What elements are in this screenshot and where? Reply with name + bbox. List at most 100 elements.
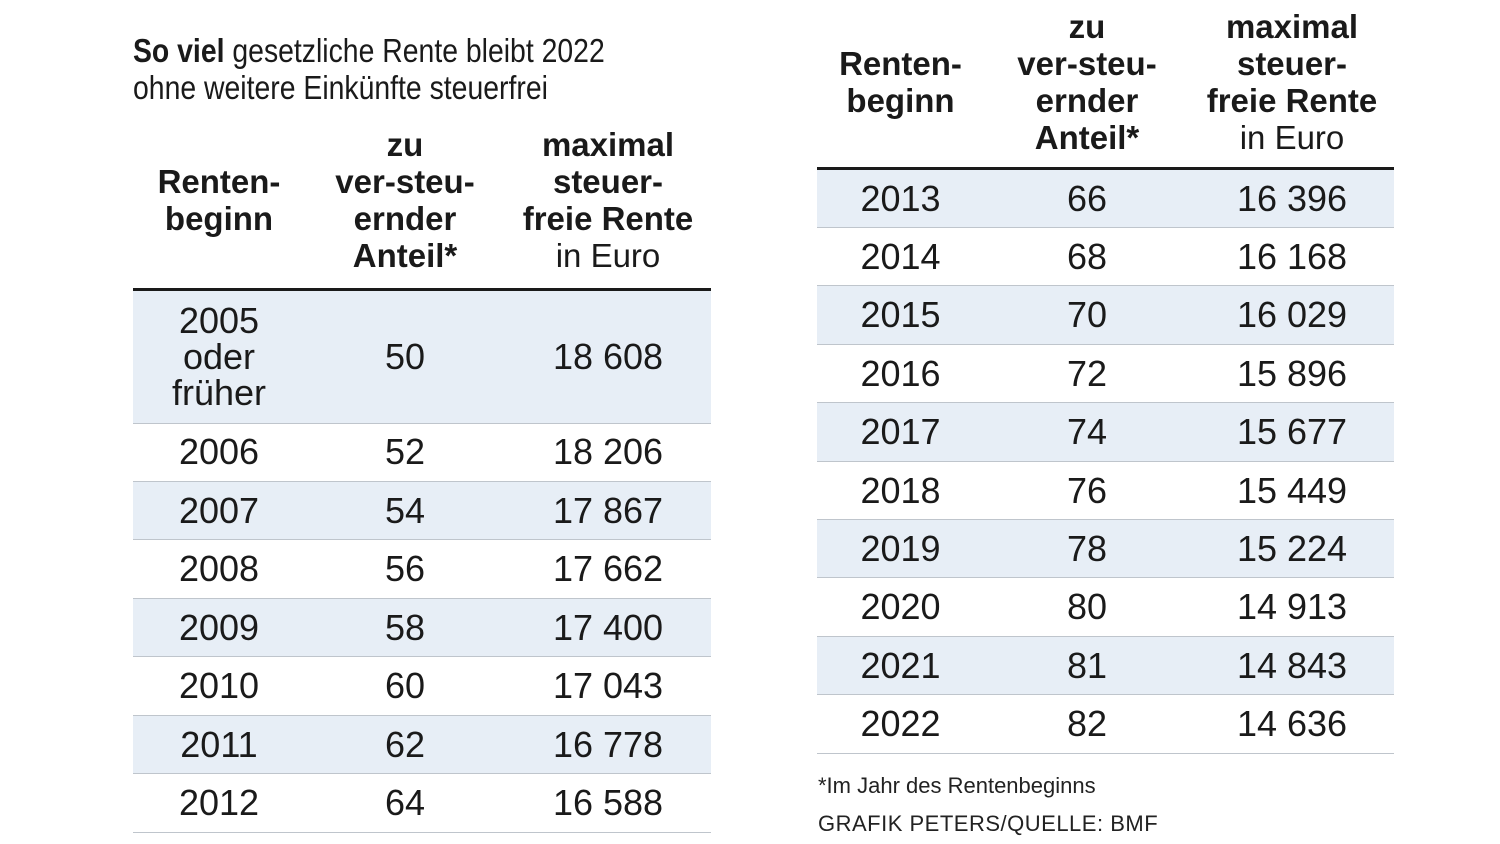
cell-share: 68 <box>1066 235 1108 277</box>
cell-share: 64 <box>384 782 426 823</box>
cell-share: 81 <box>1066 644 1108 686</box>
cell-share: 50 <box>384 336 426 377</box>
table-row: 2011 62 16 778 <box>133 716 711 774</box>
cell-year: 2011 <box>180 723 258 765</box>
header-line: ernder <box>1035 82 1139 119</box>
cell-year: 2020 <box>860 586 941 627</box>
cell-share: 66 <box>1066 177 1108 219</box>
chart-title: So viel gesetzliche Rente bleibt 2022 oh… <box>133 32 605 106</box>
cell-amount: 16 778 <box>552 723 664 765</box>
header-unit: in Euro <box>555 237 661 274</box>
cell-share: 78 <box>1066 527 1108 569</box>
header-rule <box>817 167 1394 171</box>
cell-year: 2019 <box>860 527 941 569</box>
table-row: 2016 72 15 896 <box>817 345 1394 403</box>
cell-amount: 15 677 <box>1236 411 1348 452</box>
header-line: beginn <box>164 200 274 237</box>
cell-amount: 15 449 <box>1236 469 1348 511</box>
cell-share: 74 <box>1066 411 1108 452</box>
cell-year: 2009 <box>178 606 260 648</box>
cell-share: 54 <box>384 489 426 531</box>
title-line2: ohne weitere Einkünfte steuerfrei <box>133 69 548 106</box>
cell-share: 52 <box>384 431 426 472</box>
cell-share: 58 <box>384 606 426 648</box>
cell-amount: 16 168 <box>1236 235 1348 277</box>
header-line: steuer- <box>1236 45 1348 82</box>
header-max-rente: maximal steuer-freie Rente in Euro <box>1190 8 1394 156</box>
table-row: 2022 82 14 636 <box>817 695 1394 754</box>
header-line: ver-steu- <box>335 163 475 200</box>
cell-amount: 17 043 <box>552 665 664 706</box>
table-row: 2021 81 14 843 <box>817 637 1394 695</box>
table-row: 2014 68 16 168 <box>817 228 1394 286</box>
cell-amount: 15 224 <box>1236 527 1348 569</box>
cell-amount: 16 396 <box>1236 177 1348 219</box>
table-row: 2010 60 17 043 <box>133 657 711 716</box>
table-row: 2015 70 16 029 <box>817 286 1394 345</box>
table-row: 2017 74 15 677 <box>817 403 1394 462</box>
cell-amount: 18 206 <box>552 431 664 472</box>
table-row: 2008 56 17 662 <box>133 540 711 599</box>
source-credit: GRAFIK PETERS/QUELLE: BMF <box>818 811 1159 836</box>
title-line1: gesetzliche Rente bleibt 2022 <box>232 32 605 69</box>
table-row: 2005 oder früher 50 18 608 <box>133 291 711 424</box>
header-line: ernder <box>353 200 457 237</box>
header-rule <box>133 288 711 292</box>
year-line: oder <box>182 336 256 377</box>
table-row: 2013 66 16 396 <box>817 170 1394 228</box>
cell-amount: 18 608 <box>552 336 664 377</box>
header-line: maximal <box>541 126 675 163</box>
cell-year: 2022 <box>860 703 941 744</box>
cell-amount: 16 029 <box>1236 294 1348 335</box>
cell-amount: 14 913 <box>1236 586 1348 627</box>
cell-year: 2018 <box>860 469 941 511</box>
cell-share: 70 <box>1066 294 1108 335</box>
cell-year: 2013 <box>860 177 941 219</box>
cell-year: 2014 <box>860 235 941 277</box>
cell-share: 56 <box>384 548 426 589</box>
header-line: Renten- <box>157 163 281 200</box>
year-line: früher <box>171 372 267 413</box>
header-max-rente: maximal steuer-freie Rente in Euro <box>505 126 711 274</box>
table-row: 2018 76 15 449 <box>817 462 1394 520</box>
table-row: 2007 54 17 867 <box>133 482 711 540</box>
cell-year: 2010 <box>178 665 260 706</box>
header-line: Renten- <box>839 45 962 82</box>
cell-share: 62 <box>384 723 426 765</box>
cell-share: 76 <box>1066 469 1108 511</box>
cell-year: 2007 <box>178 489 260 531</box>
header-line: freie Rente <box>522 200 694 237</box>
header-line: zu <box>386 126 424 163</box>
cell-share: 82 <box>1066 703 1108 744</box>
cell-share: 60 <box>384 665 426 706</box>
cell-year: 2008 <box>178 548 260 589</box>
header-line: Anteil* <box>352 237 458 274</box>
cell-amount: 17 662 <box>552 548 664 589</box>
table-row: 2006 52 18 206 <box>133 423 711 482</box>
cell-year: 2016 <box>860 352 941 394</box>
cell-amount: 14 843 <box>1236 644 1348 686</box>
header-line: beginn <box>846 82 955 119</box>
header-rentenbeginn: Renten-beginn <box>133 163 305 237</box>
cell-year: 2005 oder früher <box>133 291 305 423</box>
header-line: zu <box>1068 8 1106 45</box>
cell-share: 80 <box>1066 586 1108 627</box>
table-row: 2009 58 17 400 <box>133 599 711 657</box>
title-bold: So viel <box>133 32 225 69</box>
table-row: 2019 78 15 224 <box>817 520 1394 578</box>
cell-year: 2012 <box>178 782 260 823</box>
cell-amount: 17 867 <box>552 489 664 531</box>
header-line: freie Rente <box>1206 82 1378 119</box>
cell-amount: 15 896 <box>1236 352 1348 394</box>
cell-share: 72 <box>1066 352 1108 394</box>
header-anteil: zu ver-steu-ernder Anteil* <box>984 8 1190 156</box>
cell-year: 2021 <box>860 644 941 686</box>
footnote: *Im Jahr des Rentenbeginns <box>818 773 1096 798</box>
cell-year: 2017 <box>860 411 941 452</box>
cell-year: 2006 <box>178 431 260 472</box>
cell-amount: 16 588 <box>552 782 664 823</box>
cell-amount: 17 400 <box>552 606 664 648</box>
header-line: ver-steu- <box>1017 45 1157 82</box>
header-rentenbeginn: Renten-beginn <box>817 45 984 119</box>
header-line: Anteil* <box>1034 119 1140 156</box>
